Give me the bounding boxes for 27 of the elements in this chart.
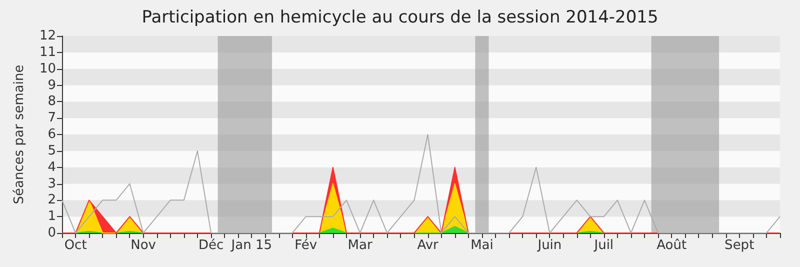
y-tick-label: 5	[48, 143, 56, 158]
x-tick-label: Déc	[198, 238, 224, 253]
x-tick-label: Sept	[724, 238, 754, 253]
y-tick-label: 11	[39, 44, 56, 60]
x-tick-label: Juin	[536, 238, 562, 253]
y-tick-label: 0	[48, 226, 56, 240]
y-tick-label: 3	[48, 176, 56, 192]
y-tick-label: 4	[48, 160, 56, 175]
chart-title: Participation en hemicycle au cours de la session 2014-2015	[142, 8, 658, 28]
x-tick-label: Août	[656, 238, 687, 253]
y-tick-label: 9	[48, 78, 56, 93]
x-tick-label: Juil	[593, 238, 614, 253]
y-tick-label: 10	[39, 61, 56, 76]
y-tick-label: 1	[48, 209, 56, 224]
y-axis-title: Séances par semaine	[12, 64, 27, 204]
x-tick-label: Oct	[64, 238, 87, 253]
x-tick-label: Nov	[130, 238, 156, 253]
x-tick-label: Avr	[417, 238, 440, 253]
y-tick-label: 6	[48, 127, 56, 142]
x-tick-label: Fév	[294, 238, 318, 253]
y-tick-label: 7	[48, 110, 56, 126]
x-tick-label: Mai	[470, 238, 494, 253]
y-tick-label: 12	[39, 28, 56, 44]
y-tick-label: 2	[48, 192, 56, 208]
y-tick-label: 8	[48, 94, 56, 110]
x-tick-label: Mar	[348, 238, 373, 253]
x-tick-label: Jan 15	[230, 238, 272, 253]
